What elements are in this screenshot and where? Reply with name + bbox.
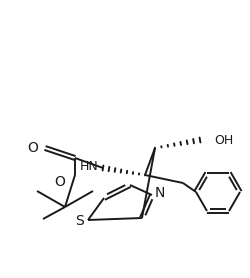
- Text: OH: OH: [213, 133, 232, 147]
- Text: N: N: [154, 186, 164, 200]
- Text: S: S: [75, 214, 84, 228]
- Text: O: O: [27, 141, 38, 155]
- Text: O: O: [54, 175, 65, 189]
- Text: HN: HN: [80, 160, 98, 173]
